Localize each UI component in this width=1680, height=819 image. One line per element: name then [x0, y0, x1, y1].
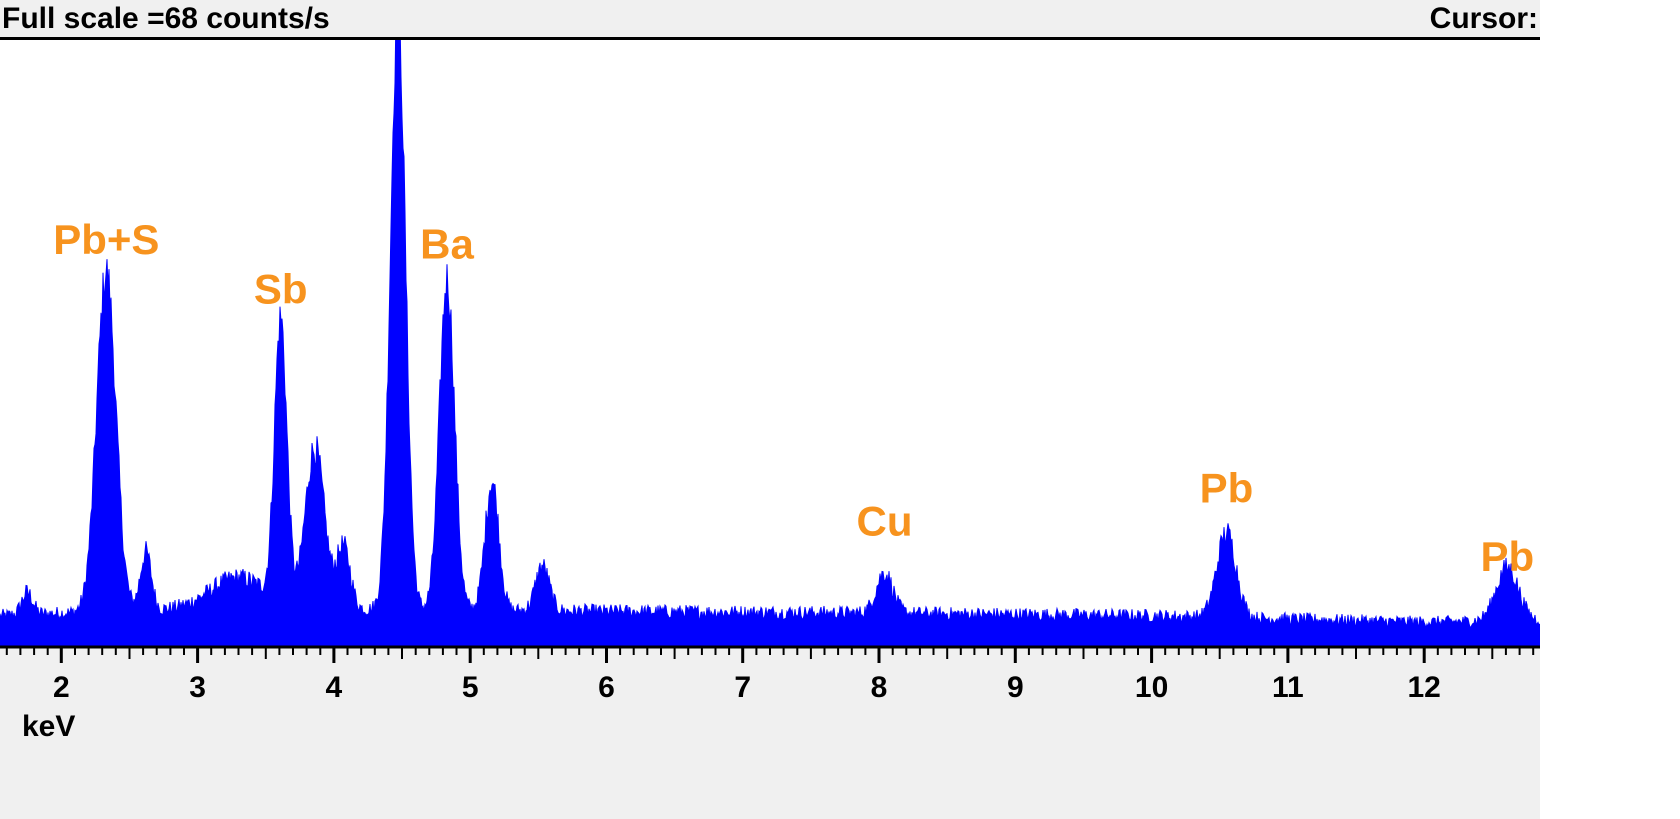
spectrum-chart[interactable]: Pb+S Sb Ba Cu Pb Pb	[0, 0, 1541, 648]
cursor-readout: Cursor:	[1429, 2, 1538, 35]
x-axis-unit-label: keV	[22, 710, 76, 743]
peak-label-1: Sb	[254, 265, 308, 312]
x-tick-label: 8	[871, 671, 888, 704]
peak-label-0: Pb+S	[53, 216, 159, 263]
peak-label-2: Ba	[420, 221, 474, 268]
x-tick-label: 9	[1007, 671, 1024, 704]
x-tick-label: 12	[1408, 671, 1441, 704]
x-tick-label: 11	[1272, 671, 1304, 704]
x-tick-label: 10	[1135, 671, 1168, 704]
spectrum-header: Full scale =68 counts/s Cursor:	[0, 0, 1540, 40]
peak-label-4: Pb	[1200, 464, 1254, 511]
x-tick-label: 6	[598, 671, 615, 704]
x-tick-label: 2	[53, 671, 70, 704]
full-scale-readout: Full scale =68 counts/s	[2, 2, 330, 35]
x-tick-label: 3	[189, 671, 206, 704]
spectrum-plot-area[interactable]: Pb+S Sb Ba Cu Pb Pb	[0, 0, 1541, 648]
peak-label-3: Cu	[857, 497, 913, 544]
x-tick-label: 4	[326, 671, 343, 704]
window-edge	[1540, 0, 1680, 819]
peak-label-5: Pb	[1480, 533, 1534, 580]
x-tick-label: 5	[462, 671, 479, 704]
x-tick-label: 7	[734, 671, 751, 704]
spectrum-trace	[0, 0, 1541, 648]
x-axis: 2 3 4 5 6 7 8 9 10 11 12	[0, 645, 1540, 704]
